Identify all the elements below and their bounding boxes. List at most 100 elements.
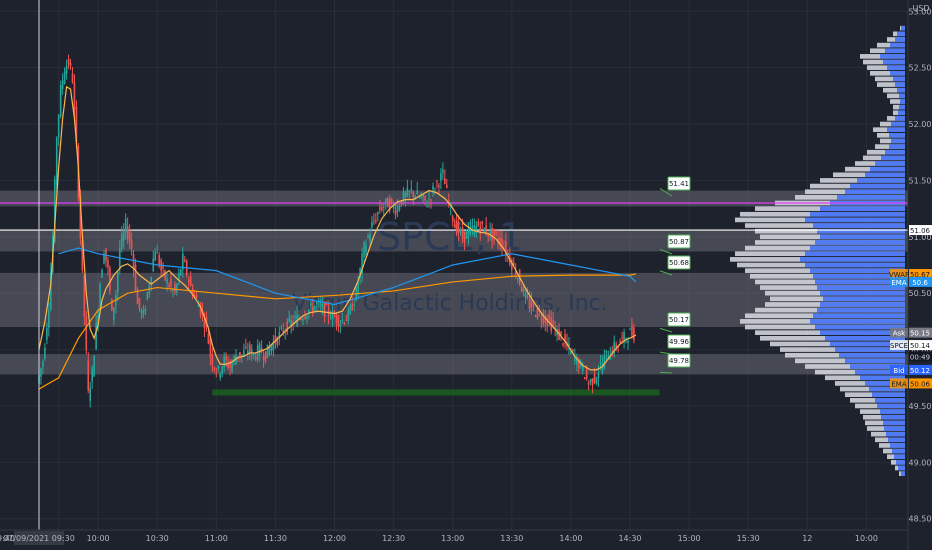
callout-box-3[interactable] [667,312,691,327]
callout-label-2: 50.68 [669,259,689,267]
profile-bar-part-68 [880,409,905,414]
profile-bar-part-49 [820,302,905,307]
profile-bar-total-7 [867,65,905,70]
price-tag-value-3: 50.15 [910,330,930,338]
candle-body [455,220,458,235]
candle-body [485,225,487,235]
candle-body [233,356,235,359]
candle-body [367,235,369,238]
crosshair-time-label: 07/09/2021 09:30 [3,534,75,543]
callout-box-1[interactable] [667,234,691,249]
profile-bar-part-57 [835,347,905,352]
profile-bar-part-18 [887,127,905,132]
profile-bar-part-20 [891,138,905,144]
candle-body [615,344,618,349]
candle-body [335,314,338,324]
candle-body [400,201,403,205]
profile-bar-part-39 [810,245,905,251]
profile-bar-part-60 [850,364,905,369]
candle-body [59,85,62,117]
profile-bar-part-12 [899,93,905,99]
candle-body [469,226,472,235]
candle-body [152,258,155,272]
profile-bar-part-38 [815,240,905,245]
callout-box-5[interactable] [667,353,691,368]
candle-body [274,335,277,343]
candle-body [623,332,625,343]
candle-body [195,294,198,299]
candle-body [239,352,241,358]
price-tag-value-4: 50.14 [910,342,931,350]
candle-body [603,355,606,369]
candle-body [166,278,168,284]
callout-pointer-3 [659,327,673,333]
candle-body [520,287,523,292]
candle-body [87,360,90,391]
candle-body [347,309,350,321]
price-callouts[interactable]: 51.41 50.87 50.68 50.17 49.96 49.78 [659,176,691,374]
candle-body [93,355,95,377]
horizontal-levels [0,202,908,396]
candle-body [457,221,460,233]
candle-body [180,269,182,275]
candle-body [404,192,407,198]
time-tick-2: 10:00 [87,534,110,543]
candle-body [631,326,633,336]
callout-pointer-5 [659,371,673,374]
price-tick-5: 50.50 [909,289,932,298]
candle-body [142,310,145,315]
candle-body [89,388,92,402]
candle-body [491,227,493,241]
candle-body [459,229,462,231]
candle-body [215,372,218,374]
candle-body [418,196,421,198]
candle-body [211,353,214,366]
callout-label-5: 49.78 [669,357,689,365]
candle-body [577,359,580,369]
profile-bar-part-40 [805,251,905,257]
candle-body [132,254,135,269]
ema-line [58,247,637,306]
candle-body [341,319,344,321]
candle-body [113,307,115,320]
candle-body [365,244,367,255]
candle-body [412,191,415,197]
time-tick-9: 13:30 [500,534,523,543]
price-tag-box-5 [909,351,932,362]
profile-bar-part-58 [839,352,905,358]
candle-body [197,304,200,308]
candle-body [136,289,139,305]
candle-body [321,303,324,309]
profile-bar-part-69 [881,414,905,420]
candle-body [503,247,505,249]
candle-body [416,190,419,195]
candle-body [209,339,212,357]
candle-body [120,234,123,249]
candle-body [438,185,440,187]
callout-box-4[interactable] [667,334,691,349]
callout-box-0[interactable] [667,176,691,191]
callout-box-2[interactable] [667,255,691,270]
candle-body [272,341,275,351]
candle-body [227,363,229,368]
candle-body [174,284,176,292]
profile-bar-part-37 [820,234,905,240]
candle-body [217,366,220,369]
candle-body [430,199,432,201]
candle-body [205,316,208,324]
candle-body [552,320,554,327]
candle-body [294,316,296,318]
candle-body [512,262,515,266]
price-tag-label-box-6 [890,364,908,375]
candle-body [172,289,174,291]
candle-body [534,315,537,317]
candle-body [134,264,137,291]
candle-body [424,195,426,201]
profile-bar-part-2 [895,37,905,42]
price-axis[interactable]: 53.00 52.50 52.00 51.50 51.00 50.50 50.00 49.50… [909,7,932,523]
profile-bar-part-75 [892,448,905,454]
candle-body [363,242,365,257]
candle-body [323,302,326,317]
